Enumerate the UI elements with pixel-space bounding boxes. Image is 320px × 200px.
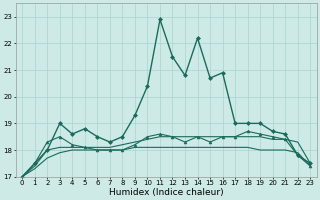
X-axis label: Humidex (Indice chaleur): Humidex (Indice chaleur) [109, 188, 224, 197]
